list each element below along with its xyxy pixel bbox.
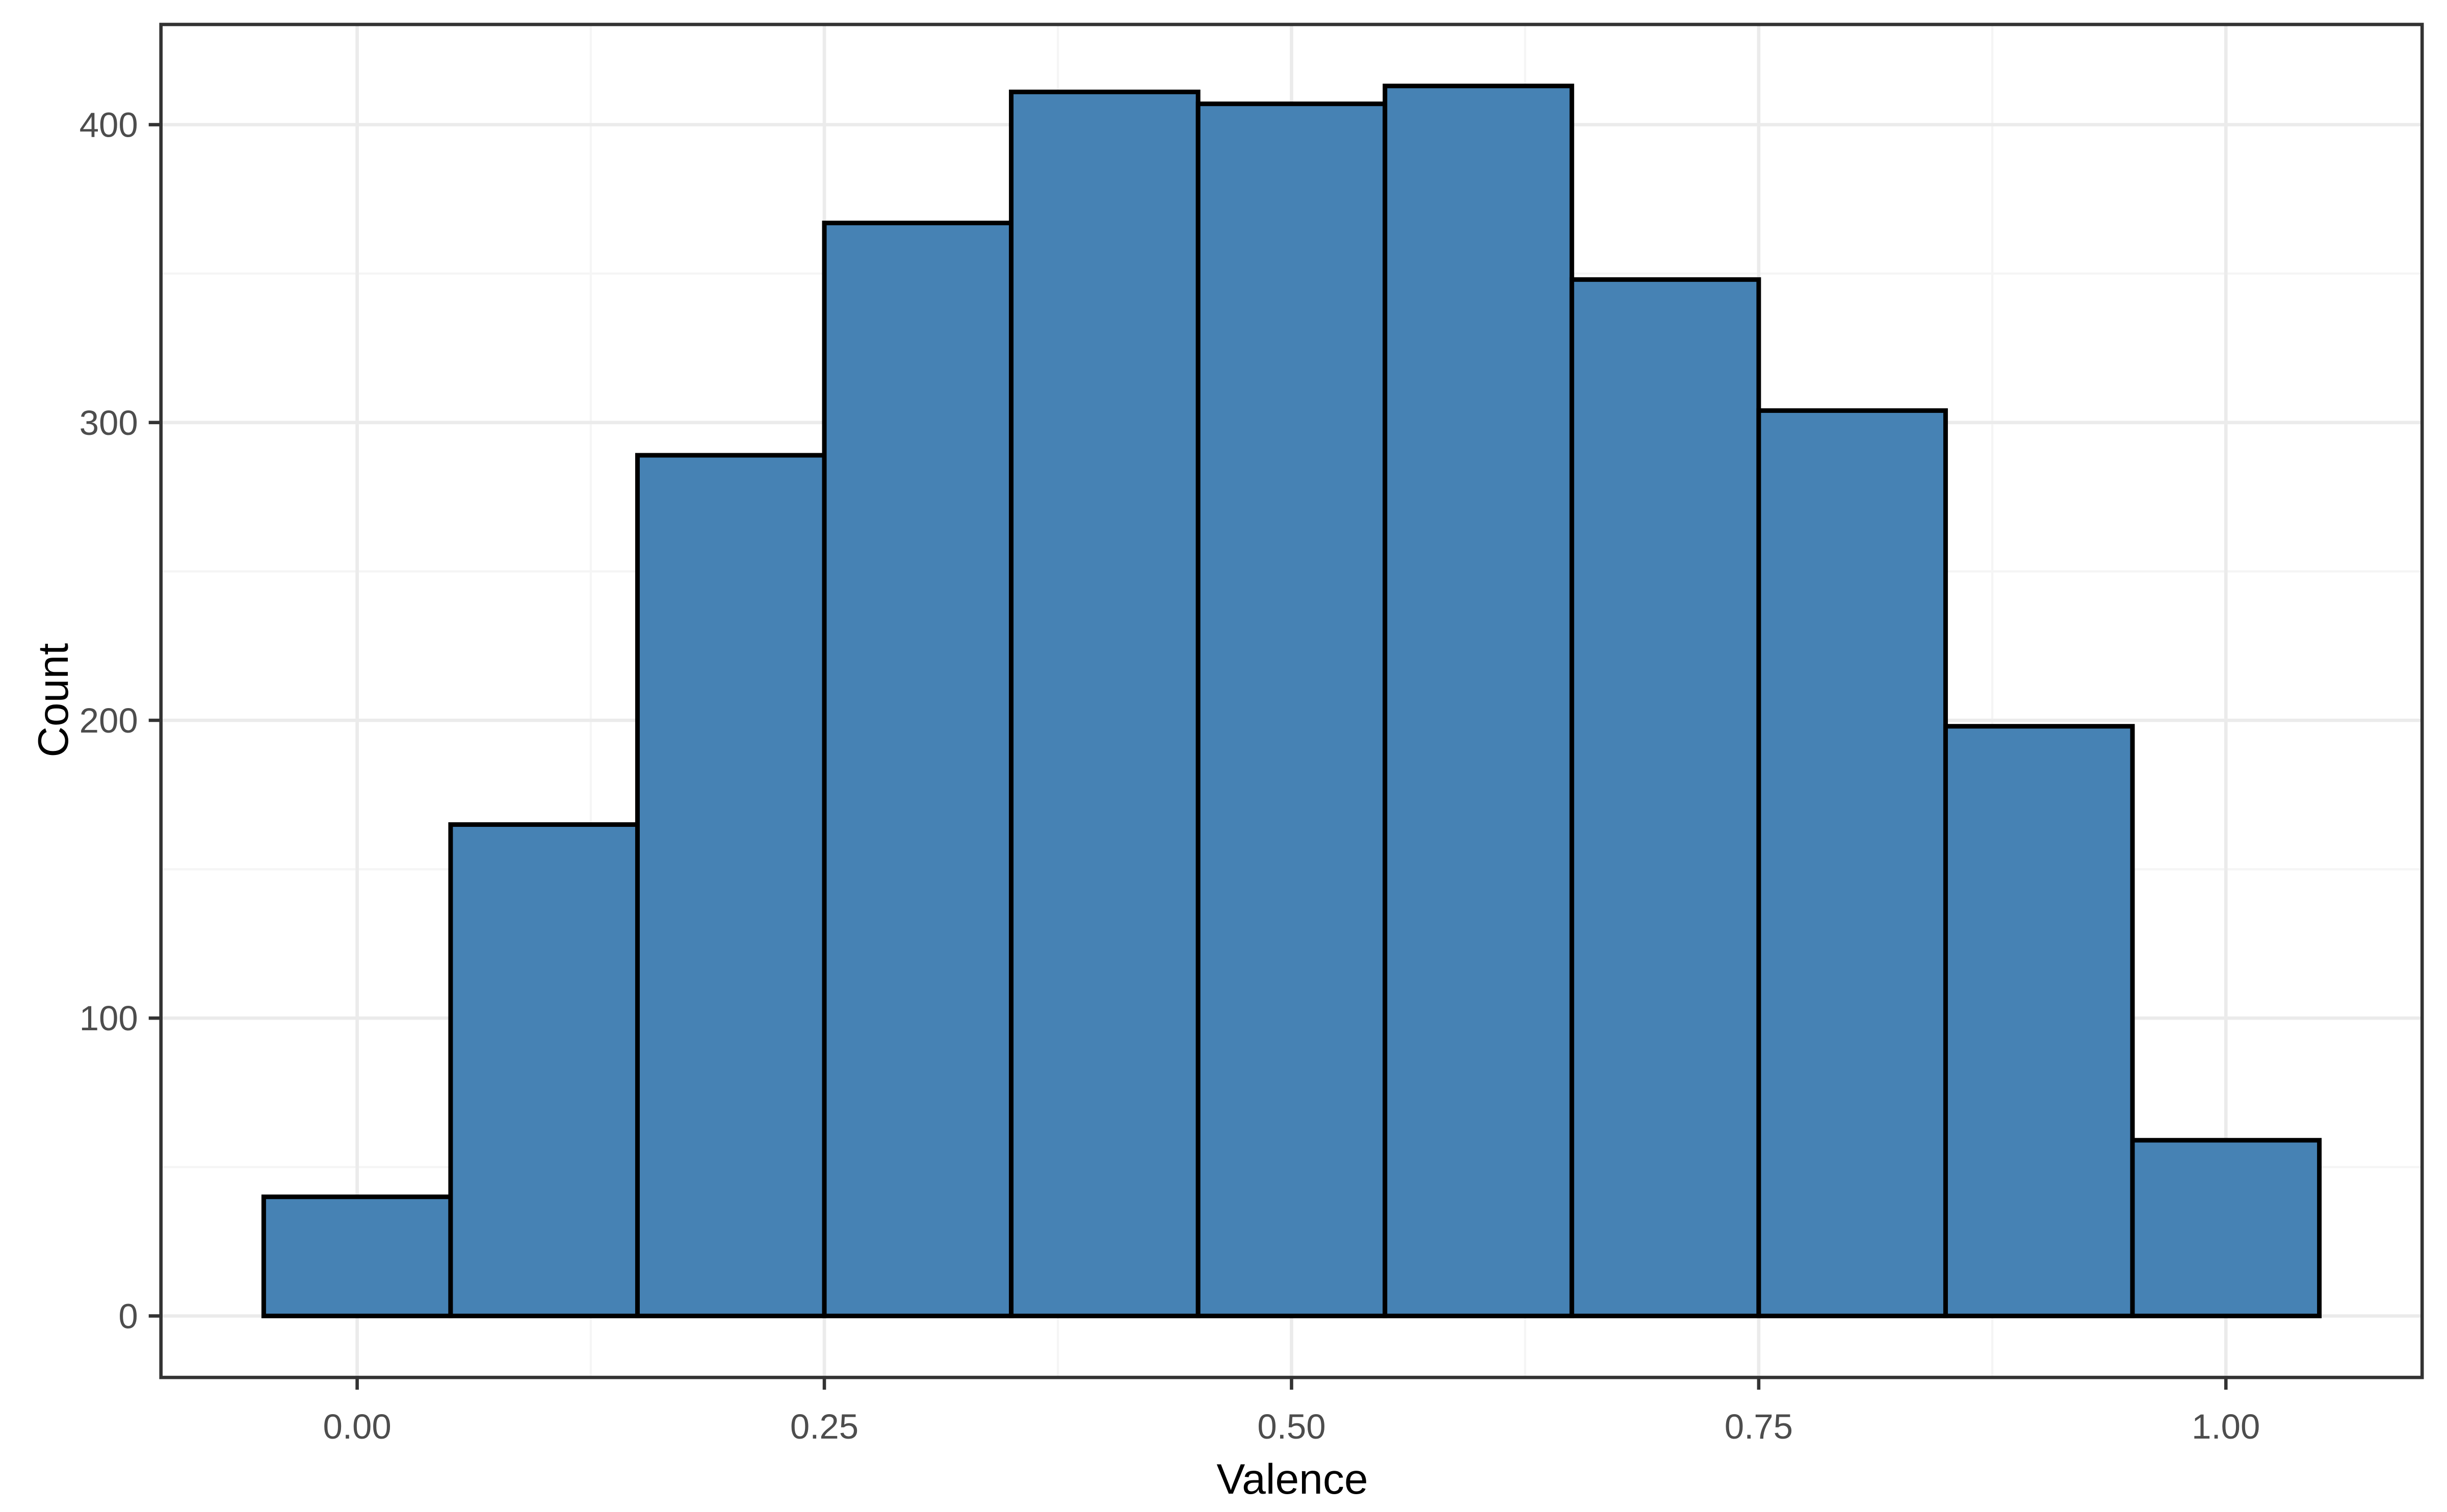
histogram-bar <box>1943 724 2135 1318</box>
histogram-bar <box>1569 277 1761 1318</box>
x-tick-label: 1.00 <box>2192 1407 2260 1446</box>
histogram-bar <box>2130 1138 2322 1318</box>
axis-ticks-layer <box>148 123 2228 1390</box>
x-tick-label: 0.75 <box>1725 1407 1793 1446</box>
histogram-bar <box>1383 84 1574 1318</box>
x-tick-label: 0.50 <box>1257 1407 1325 1446</box>
histogram-bar <box>261 1194 453 1318</box>
histogram-bar <box>1756 408 1948 1318</box>
histogram-bar <box>1009 89 1201 1318</box>
histogram-bar <box>448 822 640 1318</box>
y-tick-label: 200 <box>80 701 138 740</box>
y-tick-label: 0 <box>118 1296 138 1336</box>
histogram-bar <box>822 220 1014 1318</box>
y-tick-label: 400 <box>80 106 138 145</box>
x-tick-label: 0.25 <box>790 1407 858 1446</box>
y-tick-label: 300 <box>80 403 138 442</box>
x-tick-label: 0.00 <box>323 1407 391 1446</box>
bars-layer <box>261 84 2322 1318</box>
y-tick-label: 100 <box>80 999 138 1038</box>
x-axis-title: Valence <box>1216 1455 1368 1503</box>
histogram-bar <box>1195 101 1388 1318</box>
y-axis-title: Count <box>29 643 77 757</box>
histogram-bar <box>635 453 827 1318</box>
tick-labels-layer: 0 100 200 300 400 0.00 0.25 0.50 0.75 1.00 <box>80 106 2260 1446</box>
